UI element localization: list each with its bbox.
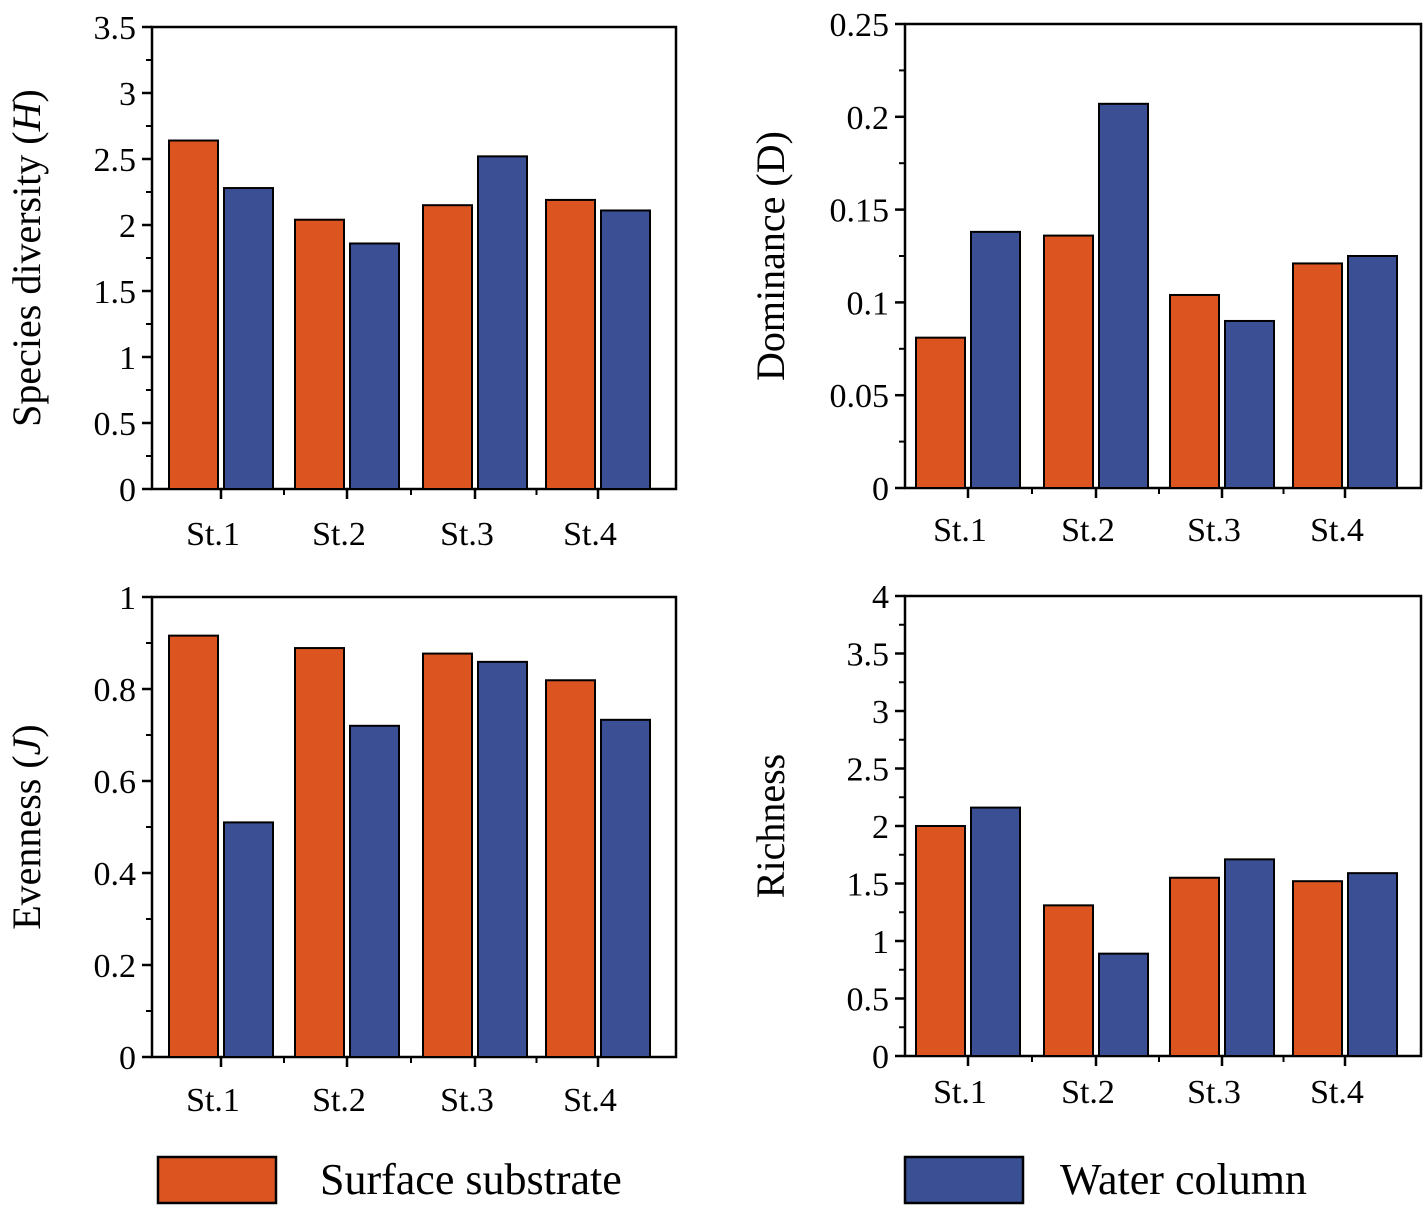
bar-surface-substrate-st3 — [1169, 293, 1220, 490]
bar-water-column-st1 — [223, 187, 274, 490]
bar-water-column-st3 — [477, 155, 528, 491]
bar-water-column-st1 — [970, 806, 1021, 1057]
y-tick-label: 3.5 — [847, 637, 890, 674]
x-tick-label: St.2 — [312, 516, 366, 553]
y-tick-label: 1.5 — [94, 274, 137, 311]
y-tick-label: 0.5 — [847, 982, 890, 1019]
x-tick-label: St.2 — [1061, 1074, 1115, 1111]
chart-panel-3: 0 0.2 0.4 0.6 0.8 1 St.1 St.2 St.3 St.4 Evenness (… — [4, 580, 678, 1119]
bar-water-column-st4 — [1347, 255, 1398, 489]
y-tick-label: 0 — [872, 471, 889, 508]
x-tick-label: St.2 — [312, 1082, 366, 1119]
y-tick-label: 0.05 — [830, 378, 890, 415]
y-tick-label: 3 — [119, 76, 136, 113]
x-tick-label: St.4 — [1310, 512, 1364, 549]
y-tick-label: 1 — [872, 924, 889, 961]
y-tick-label: 1 — [119, 580, 136, 617]
x-tick-label: St.1 — [186, 1082, 240, 1119]
chart-panel-1: 0 0.5 1 1.5 2 2.5 3 3.5 St.1 St.2 St.3 St.4 Species … — [4, 10, 678, 553]
bar-water-column-st4 — [600, 718, 651, 1058]
x-tick-label: St.3 — [440, 516, 494, 553]
bar-surface-substrate-st1 — [915, 825, 966, 1057]
y-axis-title: Evenness (J) — [4, 724, 49, 930]
y-tick-label: 0 — [872, 1039, 889, 1076]
bar-water-column-st3 — [1224, 858, 1275, 1057]
bar-water-column-st3 — [1224, 319, 1275, 489]
bar-surface-substrate-st3 — [422, 652, 473, 1059]
y-tick-label: 0.5 — [94, 406, 137, 443]
bar-water-column-st4 — [1347, 872, 1398, 1058]
y-tick-label: 3.5 — [94, 10, 137, 47]
legend: Surface substrate Water column — [156, 1155, 1307, 1205]
y-tick-label: 4 — [872, 579, 889, 616]
x-tick-label: St.4 — [1310, 1074, 1364, 1111]
y-tick-label: 2.5 — [847, 752, 890, 789]
legend-swatch-water-column — [903, 1155, 1025, 1205]
bar-surface-substrate-st1 — [168, 139, 219, 491]
bar-surface-substrate-st2 — [294, 647, 345, 1058]
y-tick-label: 0.2 — [94, 948, 137, 985]
y-axis-title: Richness — [748, 754, 793, 898]
y-tick-label: 0 — [119, 1040, 136, 1077]
y-tick-label: 2.5 — [94, 142, 137, 179]
legend-label-surface-substrate: Surface substrate — [320, 1155, 622, 1204]
bar-water-column-st1 — [223, 821, 274, 1059]
x-tick-label: St.3 — [440, 1082, 494, 1119]
bar-surface-substrate-st2 — [1043, 904, 1094, 1057]
bar-surface-substrate-st2 — [294, 218, 345, 490]
y-tick-label: 0.4 — [94, 856, 137, 893]
bar-surface-substrate-st4 — [1292, 262, 1343, 490]
bar-surface-substrate-st4 — [545, 679, 596, 1058]
bar-water-column-st2 — [1098, 952, 1149, 1058]
y-tick-label: 3 — [872, 694, 889, 731]
y-axis-title: Dominance (D) — [748, 131, 793, 381]
x-tick-label: St.3 — [1187, 1074, 1241, 1111]
y-tick-label: 2 — [119, 208, 136, 245]
x-tick-label: St.1 — [186, 516, 240, 553]
y-tick-label: 0.1 — [847, 285, 890, 322]
y-tick-label: 2 — [872, 809, 889, 846]
legend-label-water-column: Water column — [1060, 1155, 1307, 1204]
bar-surface-substrate-st1 — [915, 336, 966, 489]
y-tick-label: 0.6 — [94, 764, 137, 801]
chart-panel-4: 0 0.5 1 1.5 2 2.5 3 3.5 4 St.1 St.2 St.3 St.4 Richnes… — [748, 579, 1423, 1111]
bar-surface-substrate-st2 — [1043, 234, 1094, 489]
y-tick-label: 1 — [119, 340, 136, 377]
legend-swatch-surface-substrate — [156, 1155, 278, 1205]
bar-surface-substrate-st3 — [1169, 876, 1220, 1057]
y-tick-label: 1.5 — [847, 867, 890, 904]
y-tick-label: 0 — [119, 472, 136, 509]
chart-panel-2: 0 0.05 0.1 0.15 0.2 0.25 St.1 St.2 St.3 St.4 Domin… — [748, 7, 1423, 549]
bar-surface-substrate-st4 — [1292, 880, 1343, 1058]
y-tick-label: 0.2 — [847, 100, 890, 137]
y-tick-label: 0.8 — [94, 672, 137, 709]
bar-water-column-st3 — [477, 660, 528, 1058]
bar-surface-substrate-st1 — [168, 634, 219, 1058]
bar-surface-substrate-st4 — [545, 198, 596, 490]
y-tick-label: 0.25 — [830, 7, 890, 44]
bar-water-column-st2 — [349, 242, 400, 490]
x-tick-label: St.1 — [933, 512, 987, 549]
y-tick-label: 0.15 — [830, 193, 890, 230]
bar-water-column-st2 — [1098, 102, 1149, 489]
y-axis-title: Species diversity (H) — [4, 89, 49, 427]
bar-water-column-st4 — [600, 209, 651, 490]
x-tick-label: St.2 — [1061, 512, 1115, 549]
x-tick-label: St.4 — [563, 1082, 617, 1119]
bar-water-column-st2 — [349, 724, 400, 1058]
x-tick-label: St.1 — [933, 1074, 987, 1111]
x-tick-label: St.3 — [1187, 512, 1241, 549]
x-tick-label: St.4 — [563, 516, 617, 553]
bar-surface-substrate-st3 — [422, 204, 473, 490]
bar-water-column-st1 — [970, 230, 1021, 489]
